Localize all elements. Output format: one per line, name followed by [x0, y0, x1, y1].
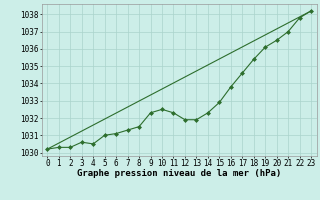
X-axis label: Graphe pression niveau de la mer (hPa): Graphe pression niveau de la mer (hPa)	[77, 169, 281, 178]
